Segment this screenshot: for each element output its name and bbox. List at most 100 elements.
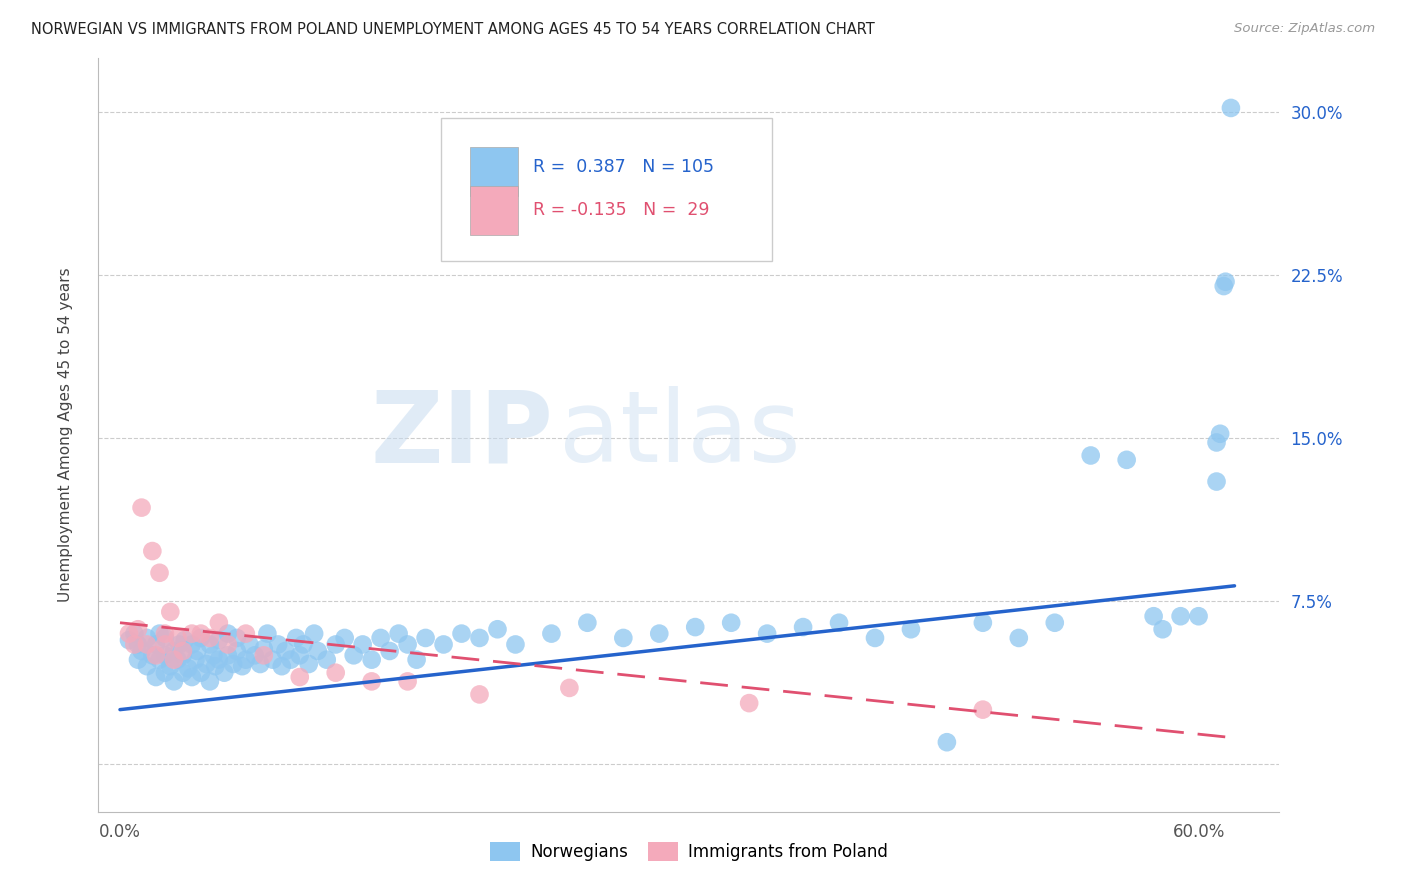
- Point: [141, 544, 163, 558]
- Point: [202, 648, 225, 663]
- Point: [153, 631, 176, 645]
- Point: [267, 637, 290, 651]
- Point: [253, 641, 276, 656]
- Point: [184, 653, 207, 667]
- Point: [325, 665, 347, 680]
- Point: [432, 637, 454, 651]
- Point: [124, 637, 146, 651]
- Point: [177, 661, 200, 675]
- Point: [222, 657, 245, 671]
- Point: [307, 644, 329, 658]
- Point: [208, 653, 231, 667]
- Bar: [471, 186, 517, 235]
- Point: [280, 653, 302, 667]
- Point: [172, 665, 194, 680]
- Point: [131, 644, 153, 658]
- Point: [720, 615, 742, 630]
- Point: [131, 500, 153, 515]
- Point: [360, 674, 382, 689]
- Point: [1115, 453, 1137, 467]
- Point: [1187, 609, 1209, 624]
- Y-axis label: Unemployment Among Ages 45 to 54 years: Unemployment Among Ages 45 to 54 years: [59, 268, 73, 602]
- Point: [270, 659, 292, 673]
- Point: [124, 626, 146, 640]
- Point: [683, 620, 706, 634]
- Point: [738, 696, 761, 710]
- Point: [612, 631, 634, 645]
- Point: [136, 631, 159, 645]
- Point: [186, 644, 208, 658]
- Point: [148, 653, 170, 667]
- Point: [235, 653, 257, 667]
- Point: [163, 674, 186, 689]
- Point: [118, 626, 141, 640]
- Point: [180, 637, 202, 651]
- Point: [378, 644, 401, 658]
- Point: [1043, 615, 1066, 630]
- Point: [198, 631, 221, 645]
- Point: [127, 622, 149, 636]
- Point: [235, 626, 257, 640]
- Point: [576, 615, 599, 630]
- Text: Source: ZipAtlas.com: Source: ZipAtlas.com: [1234, 22, 1375, 36]
- Point: [360, 653, 382, 667]
- Point: [243, 648, 266, 663]
- Bar: [471, 146, 517, 195]
- Point: [136, 637, 159, 651]
- Point: [180, 670, 202, 684]
- Point: [558, 681, 581, 695]
- Point: [486, 622, 509, 636]
- Point: [302, 626, 325, 640]
- Point: [208, 615, 231, 630]
- Point: [145, 648, 167, 663]
- Point: [292, 637, 315, 651]
- Point: [1170, 609, 1192, 624]
- Point: [298, 657, 321, 671]
- Point: [288, 648, 311, 663]
- Point: [505, 637, 527, 651]
- Point: [972, 615, 994, 630]
- Point: [118, 633, 141, 648]
- Point: [468, 688, 491, 702]
- Point: [315, 653, 337, 667]
- Point: [863, 631, 886, 645]
- Point: [1008, 631, 1031, 645]
- Point: [1215, 275, 1237, 289]
- Point: [225, 644, 247, 658]
- Point: [166, 631, 188, 645]
- Point: [198, 637, 221, 651]
- Point: [388, 626, 411, 640]
- Point: [900, 622, 922, 636]
- Point: [1219, 101, 1241, 115]
- Point: [145, 670, 167, 684]
- Point: [238, 637, 260, 651]
- FancyBboxPatch shape: [441, 119, 772, 261]
- Point: [333, 631, 356, 645]
- Point: [343, 648, 366, 663]
- Point: [285, 631, 308, 645]
- Point: [169, 637, 191, 651]
- Point: [1205, 475, 1227, 489]
- Point: [396, 674, 419, 689]
- Point: [415, 631, 437, 645]
- Point: [153, 648, 176, 663]
- Text: NORWEGIAN VS IMMIGRANTS FROM POLAND UNEMPLOYMENT AMONG AGES 45 TO 54 YEARS CORRE: NORWEGIAN VS IMMIGRANTS FROM POLAND UNEM…: [31, 22, 875, 37]
- Point: [325, 637, 347, 651]
- Point: [253, 648, 276, 663]
- Text: R = -0.135   N =  29: R = -0.135 N = 29: [533, 202, 710, 219]
- Point: [249, 657, 271, 671]
- Point: [396, 637, 419, 651]
- Point: [195, 657, 218, 671]
- Point: [256, 626, 278, 640]
- Point: [172, 648, 194, 663]
- Point: [127, 653, 149, 667]
- Point: [648, 626, 671, 640]
- Point: [1209, 426, 1232, 441]
- Point: [127, 637, 149, 651]
- Point: [217, 626, 239, 640]
- Point: [153, 665, 176, 680]
- Point: [1152, 622, 1174, 636]
- Point: [153, 626, 176, 640]
- Point: [208, 633, 231, 648]
- Point: [173, 633, 195, 648]
